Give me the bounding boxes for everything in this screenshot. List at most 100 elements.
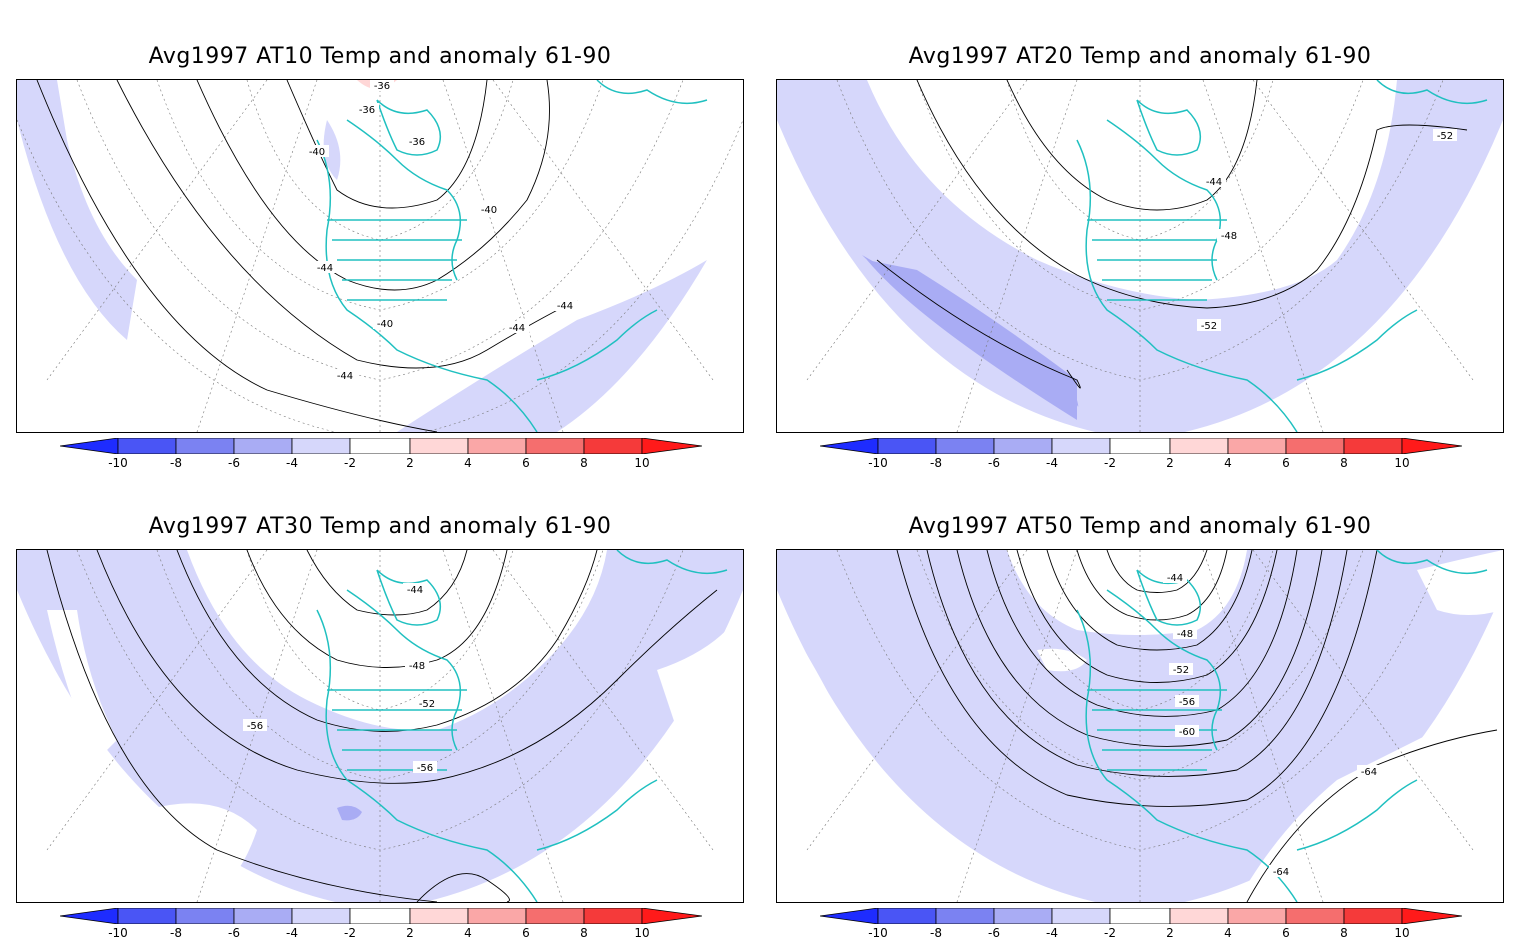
svg-text:-52: -52 [1201,321,1217,332]
colorbar-swatches [820,438,1462,454]
contour-label: -40 [477,203,501,216]
svg-text:-44: -44 [557,301,573,312]
svg-text:-44: -44 [407,585,423,596]
svg-text:-48: -48 [1177,629,1193,640]
svg-text:-36: -36 [409,137,425,148]
contour-label: -52 [415,697,439,710]
contour-label: -44 [313,261,337,274]
colorbar-swatches [60,908,702,924]
contour-label: -56 [413,761,437,774]
colorbar-tick: 6 [1282,456,1290,470]
svg-text:-36: -36 [374,81,390,92]
anomaly-region [323,120,341,180]
polar-map: -52 -44 -48 -52 [777,80,1503,432]
colorbar-tick: -4 [286,926,298,940]
colorbar-tick: 4 [1224,926,1232,940]
contour-label: -48 [1217,229,1241,242]
svg-text:-52: -52 [1173,665,1189,676]
svg-text:-56: -56 [417,763,433,774]
colorbar-tick: -4 [1046,926,1058,940]
contour-label: -44 [553,299,577,312]
colorbar-tick: 4 [1224,456,1232,470]
anomaly-region [397,260,707,432]
contour-label: -44 [403,583,427,596]
colorbar-tick: 8 [580,456,588,470]
contour-label: -44 [1202,175,1226,188]
svg-text:-64: -64 [1273,867,1289,878]
svg-text:-40: -40 [481,205,497,216]
contour-label: -52 [1197,319,1221,332]
svg-text:-44: -44 [1206,177,1222,188]
contour-label: -56 [1175,695,1199,708]
svg-text:-44: -44 [317,263,333,274]
svg-text:-60: -60 [1179,727,1195,738]
colorbar-tick: -2 [344,456,356,470]
colorbar: -10 -8 -6 -4 -2 2 4 6 8 10 [60,908,702,940]
colorbar-tick: -4 [286,456,298,470]
colorbar-swatches [820,908,1462,924]
contour-label: -64 [1269,865,1293,878]
contour-label: -44 [333,369,357,382]
anomaly-region [337,805,362,821]
contour-label: -36 [355,103,379,116]
colorbar-tick: -10 [108,456,128,470]
map-frame: -36 -36 -36 -40 -40 -44 -40 -44 -44 -44 [16,79,744,433]
contour-label: -36 [370,80,394,92]
panel-title: Avg1997 AT20 Temp and anomaly 61-90 [908,44,1372,69]
contour-label: -64 [1357,765,1381,778]
colorbar-tick: -6 [228,456,240,470]
colorbar: -10 -8 -6 -4 -2 2 4 6 8 10 [60,438,702,470]
colorbar-tick: 4 [464,926,472,940]
colorbar-tick: 4 [464,456,472,470]
colorbar-tick: 2 [1166,926,1174,940]
colorbar-tick: 10 [1394,456,1410,470]
contour-label: -40 [305,145,329,158]
map-panel-at10: Avg1997 AT10 Temp and anomaly 61-90 [0,0,760,470]
panel-title: Avg1997 AT30 Temp and anomaly 61-90 [148,514,612,539]
anomaly-region [17,80,137,340]
colorbar-tick: 10 [634,456,650,470]
colorbar-tick: 8 [1340,926,1348,940]
colorbar-tick: -6 [228,926,240,940]
svg-text:-56: -56 [1179,697,1195,708]
colorbar-tick: 2 [1166,456,1174,470]
colorbar-tick: -8 [170,456,182,470]
colorbar-tick: 10 [634,926,650,940]
colorbar-tick: 2 [406,926,414,940]
svg-text:-48: -48 [1221,231,1237,242]
contour-label: -44 [1163,571,1187,584]
colorbar-tick: 6 [522,926,530,940]
colorbar-tick: -10 [868,926,888,940]
svg-text:-40: -40 [377,319,393,330]
colorbar-tick: -8 [170,926,182,940]
colorbar-tick: -2 [344,926,356,940]
contour-label: -48 [1173,627,1197,640]
contour-label: -56 [243,719,267,732]
colorbar-tick: 2 [406,456,414,470]
svg-text:-44: -44 [337,371,353,382]
contour-label: -40 [373,317,397,330]
map-panel-at30: Avg1997 AT30 Temp and anomaly 61-90 [0,470,760,940]
colorbar-tick: -8 [930,926,942,940]
colorbar-swatches [60,438,702,454]
colorbar-tick: 8 [580,926,588,940]
colorbar: -10 -8 -6 -4 -2 2 4 6 8 10 [820,438,1462,470]
map-frame: -44 -48 -52 -56 -60 -64 -64 [776,549,1504,903]
colorbar-tick: -10 [108,926,128,940]
contour-label: -60 [1175,725,1199,738]
colorbar-tick: -2 [1104,926,1116,940]
colorbar-tick: -8 [930,456,942,470]
svg-text:-40: -40 [309,147,325,158]
svg-text:-48: -48 [409,661,425,672]
svg-text:-52: -52 [419,699,435,710]
svg-text:-44: -44 [509,323,525,334]
contour-label: -52 [1169,663,1193,676]
map-panel-at50: Avg1997 AT50 Temp and anomaly 61-90 [760,470,1520,940]
polar-map: -36 -36 -36 -40 -40 -44 -40 -44 -44 -44 [17,80,743,432]
colorbar: -10 -8 -6 -4 -2 2 4 6 8 10 [820,908,1462,940]
map-frame: -52 -44 -48 -52 [776,79,1504,433]
svg-text:-56: -56 [247,721,263,732]
colorbar-tick: -6 [988,926,1000,940]
map-frame: -44 -48 -52 -56 -56 [16,549,744,903]
panel-title: Avg1997 AT50 Temp and anomaly 61-90 [908,514,1372,539]
